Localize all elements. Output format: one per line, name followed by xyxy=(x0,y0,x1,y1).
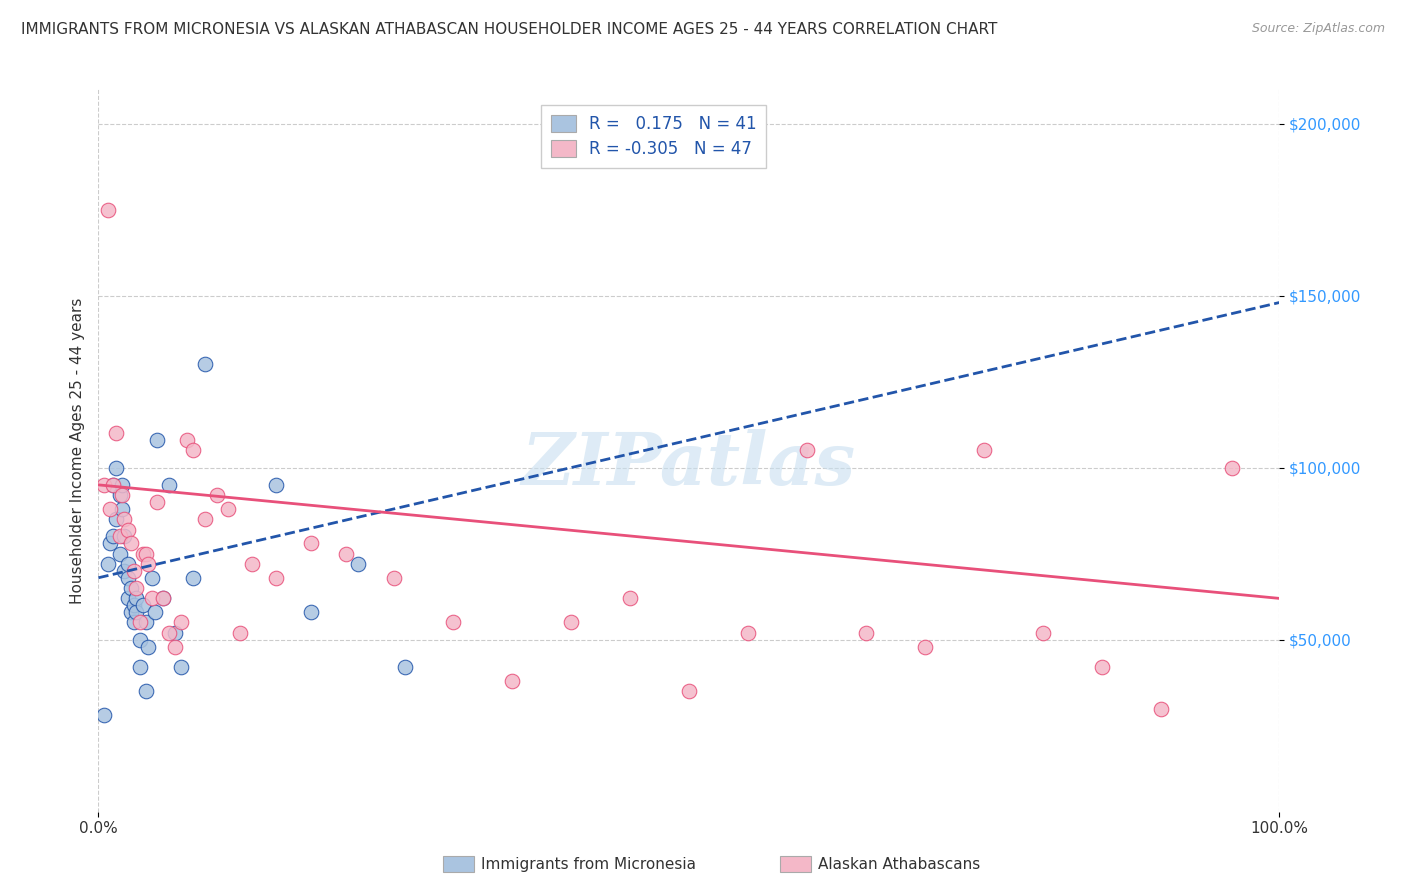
Point xyxy=(165,625,187,640)
Y-axis label: Householder Income Ages 25 - 44 years: Householder Income Ages 25 - 44 years xyxy=(69,297,84,604)
Point xyxy=(132,547,155,561)
Point xyxy=(973,443,995,458)
Point xyxy=(170,660,193,674)
Point xyxy=(98,536,121,550)
Point xyxy=(93,478,115,492)
Point xyxy=(105,512,128,526)
Point xyxy=(146,495,169,509)
Point xyxy=(1032,625,1054,640)
Point xyxy=(165,640,187,654)
Point xyxy=(205,488,228,502)
Point xyxy=(335,547,357,561)
Point xyxy=(152,591,174,606)
Text: ZIPatlas: ZIPatlas xyxy=(522,429,856,500)
Point xyxy=(914,640,936,654)
Point xyxy=(112,529,135,543)
Point xyxy=(181,443,204,458)
Point xyxy=(264,571,287,585)
Point xyxy=(108,488,131,502)
Point xyxy=(105,426,128,441)
Point xyxy=(264,478,287,492)
Point xyxy=(132,599,155,613)
Point xyxy=(117,571,139,585)
Point xyxy=(143,605,166,619)
Point xyxy=(141,591,163,606)
Point xyxy=(111,488,134,502)
Point xyxy=(108,547,131,561)
Point xyxy=(619,591,641,606)
Point xyxy=(194,358,217,372)
Point xyxy=(121,581,143,595)
Point xyxy=(382,571,405,585)
Point xyxy=(678,684,700,698)
Text: IMMIGRANTS FROM MICRONESIA VS ALASKAN ATHABASCAN HOUSEHOLDER INCOME AGES 25 - 44: IMMIGRANTS FROM MICRONESIA VS ALASKAN AT… xyxy=(21,22,997,37)
Point xyxy=(135,615,157,630)
Point xyxy=(125,605,148,619)
Point xyxy=(121,605,143,619)
Point xyxy=(229,625,252,640)
Point xyxy=(135,547,157,561)
Point xyxy=(157,478,180,492)
Point xyxy=(101,478,124,492)
Point xyxy=(112,564,135,578)
Point xyxy=(136,640,159,654)
Point xyxy=(146,433,169,447)
Point xyxy=(176,433,198,447)
Point xyxy=(111,478,134,492)
Point xyxy=(157,625,180,640)
Point xyxy=(441,615,464,630)
Point xyxy=(98,502,121,516)
Point xyxy=(299,536,322,550)
Point xyxy=(394,660,416,674)
Point xyxy=(194,512,217,526)
Point xyxy=(101,478,124,492)
Point xyxy=(117,557,139,571)
Point xyxy=(128,615,150,630)
Point xyxy=(136,557,159,571)
Text: Source: ZipAtlas.com: Source: ZipAtlas.com xyxy=(1251,22,1385,36)
Point xyxy=(108,529,131,543)
Point xyxy=(93,708,115,723)
Point xyxy=(347,557,370,571)
Point xyxy=(796,443,818,458)
Point xyxy=(122,564,145,578)
Point xyxy=(1091,660,1114,674)
Point xyxy=(299,605,322,619)
Point xyxy=(560,615,582,630)
Point xyxy=(152,591,174,606)
Point xyxy=(1220,460,1243,475)
Point xyxy=(97,202,120,217)
Point xyxy=(217,502,239,516)
Point xyxy=(117,523,139,537)
Point xyxy=(855,625,877,640)
Point xyxy=(501,673,523,688)
Point xyxy=(181,571,204,585)
Point xyxy=(170,615,193,630)
Point xyxy=(141,571,163,585)
Text: Alaskan Athabascans: Alaskan Athabascans xyxy=(818,857,980,871)
Point xyxy=(111,502,134,516)
Text: Immigrants from Micronesia: Immigrants from Micronesia xyxy=(481,857,696,871)
Point xyxy=(112,512,135,526)
Point xyxy=(122,599,145,613)
Point xyxy=(105,460,128,475)
Point xyxy=(128,632,150,647)
Point xyxy=(128,660,150,674)
Point xyxy=(125,581,148,595)
Point xyxy=(117,591,139,606)
Point xyxy=(101,529,124,543)
Point xyxy=(1150,701,1173,715)
Legend: R =   0.175   N = 41, R = -0.305   N = 47: R = 0.175 N = 41, R = -0.305 N = 47 xyxy=(540,104,766,168)
Point xyxy=(240,557,263,571)
Point xyxy=(135,684,157,698)
Point xyxy=(97,557,120,571)
Point xyxy=(737,625,759,640)
Point xyxy=(122,615,145,630)
Point xyxy=(125,591,148,606)
Point xyxy=(121,536,143,550)
